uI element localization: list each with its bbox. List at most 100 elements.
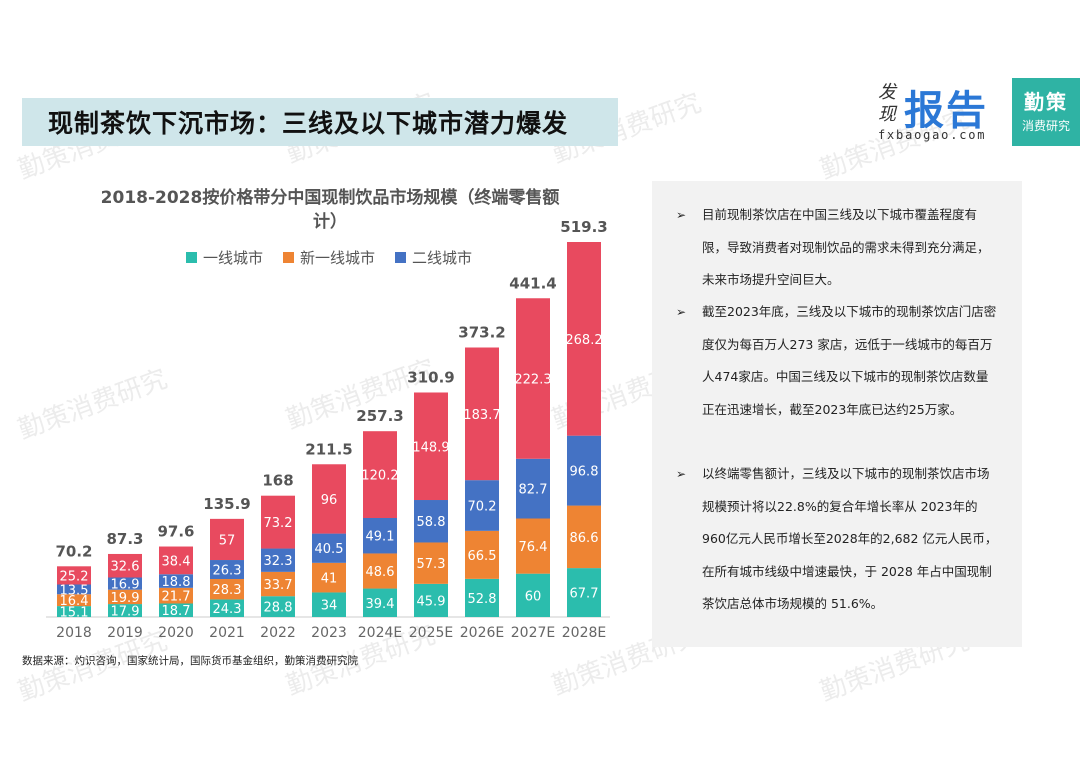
data-source-note: 数据来源：灼识咨询，国家统计局，国际货币基金组织，勤策消费研究院 (22, 655, 358, 667)
qince-logo[interactable]: 勤策 消费研究 (1012, 78, 1080, 146)
bar-total-label: 373.2 (458, 324, 505, 342)
legend-swatch (186, 252, 197, 263)
page-title-bar: 现制茶饮下沉市场：三线及以下城市潜力爆发 (22, 98, 618, 146)
chart-title: 2018-2028按价格带分中国现制饮品市场规模（终端零售额计） (100, 188, 560, 232)
insight-bullet: ➢ 以终端零售额计，三线及以下城市的现制茶饮店市场规模预计将以22.8%的复合年… (676, 458, 998, 621)
bullet-arrow-icon: ➢ (676, 305, 687, 319)
bar-segment (414, 500, 448, 543)
bar-segment (363, 431, 397, 518)
bar-value-label: 76.4 (519, 540, 548, 555)
bullet-text: 以终端零售额计，三线及以下城市的现制茶饮店市场规模预计将以22.8%的复合年增长… (702, 466, 998, 611)
bar-segment (57, 584, 91, 595)
bar-total-label: 211.5 (305, 440, 352, 458)
logo-url: fxbaogao.com (878, 128, 987, 142)
bar-value-label: 82.7 (519, 483, 548, 498)
legend-swatch (395, 252, 407, 263)
bar-segment (516, 458, 550, 519)
bar-total-label: 257.3 (356, 407, 403, 425)
x-tick-label: 2023 (311, 625, 347, 641)
bar-total-label: 519.3 (560, 218, 607, 236)
bar-total-label: 168 (262, 472, 293, 490)
bar-value-label: 57 (219, 533, 236, 548)
bar-value-label: 96 (321, 493, 338, 508)
insight-bullet: ➢ 目前现制茶饮店在中国三线及以下城市覆盖程度有限，导致消费者对现制饮品的需求未… (676, 199, 998, 297)
bar-value-label: 19.9 (111, 591, 140, 606)
bar-value-label: 48.6 (366, 565, 395, 580)
bar-segment (210, 560, 244, 580)
bar-value-label: 40.5 (315, 542, 344, 557)
bar-total-label: 441.4 (509, 274, 556, 292)
x-tick-label: 2026E (460, 625, 504, 641)
bar-segment (261, 548, 295, 572)
logo-big-text: 报告 (904, 88, 988, 134)
bar-segment (57, 606, 91, 617)
x-tick-label: 2022 (260, 625, 296, 641)
bar-value-label: 16.9 (111, 578, 140, 593)
bar-total-label: 310.9 (407, 368, 454, 386)
bar-value-label: 58.8 (417, 515, 446, 530)
legend-item: 新一线城市 (283, 247, 375, 268)
bar-segment (210, 518, 244, 561)
bullet-text: 目前现制茶饮店在中国三线及以下城市覆盖程度有限，导致消费者对现制饮品的需求未得到… (702, 207, 990, 287)
x-tick-label: 2027E (511, 625, 555, 641)
x-tick-label: 2028E (562, 625, 606, 641)
bar-segment (261, 571, 295, 597)
bar-value-label: 32.3 (264, 554, 293, 569)
bar-segment (108, 589, 142, 605)
bar-segment (210, 579, 244, 600)
bar-value-label: 24.3 (213, 602, 242, 617)
qince-logo-line1: 勤策 (1024, 90, 1068, 114)
bar-value-label: 45.9 (417, 594, 446, 609)
bar-value-label: 15.1 (60, 606, 89, 621)
bar-value-label: 66.5 (468, 549, 497, 564)
bullet-arrow-icon: ➢ (676, 467, 687, 481)
bar-segment (261, 596, 295, 617)
bar-value-label: 26.3 (213, 564, 242, 579)
bar-segment (363, 517, 397, 554)
fxbaogao-logo[interactable]: 发现 报告 fxbaogao.com (878, 80, 998, 146)
qince-logo-line2: 消费研究 (1021, 119, 1070, 133)
bar-segment (567, 435, 601, 506)
bar-value-label: 28.3 (213, 583, 242, 598)
bar-value-label: 148.9 (412, 440, 449, 455)
x-tick-label: 2019 (107, 625, 143, 641)
logo-small-text: 发现 (878, 82, 896, 125)
x-tick-label: 2021 (209, 625, 245, 641)
bar-segment (57, 594, 91, 607)
bar-value-label: 18.7 (162, 604, 191, 619)
bar-value-label: 21.7 (162, 590, 191, 605)
bar-value-label: 120.2 (361, 469, 398, 484)
bar-value-label: 67.7 (570, 587, 599, 602)
bar-total-label: 70.2 (55, 542, 92, 560)
bar-segment (210, 599, 244, 617)
bar-segment (414, 392, 448, 501)
bar-segment (465, 530, 499, 579)
insight-panel: ➢ 目前现制茶饮店在中国三线及以下城市覆盖程度有限，导致消费者对现制饮品的需求未… (652, 181, 1022, 647)
bar-segment (108, 577, 142, 590)
bar-value-label: 34 (321, 599, 338, 614)
bar-segment (312, 562, 346, 593)
bar-segment (516, 573, 550, 617)
legend-item: 二线城市 (395, 247, 472, 268)
bar-segment (108, 604, 142, 617)
bar-segment (516, 518, 550, 574)
legend-label: 二线城市 (412, 249, 473, 267)
legend-label: 一线城市 (203, 249, 264, 267)
bar-segment (567, 568, 601, 617)
bar-segment (261, 495, 295, 549)
bar-value-label: 268.2 (565, 333, 602, 348)
bar-value-label: 13.5 (60, 583, 89, 598)
bar-value-label: 32.6 (111, 560, 140, 575)
bullet-text: 截至2023年底，三线及以下城市的现制茶饮店门店密度仅为每百万人273 家店，远… (702, 304, 997, 417)
bar-segment (159, 603, 193, 617)
bar-value-label: 96.8 (570, 465, 599, 480)
bar-total-label: 97.6 (157, 523, 194, 541)
bar-segment (465, 347, 499, 481)
bar-value-label: 60 (525, 589, 542, 604)
bar-value-label: 39.4 (366, 597, 395, 612)
bar-segment (312, 592, 346, 617)
bar-segment (312, 464, 346, 534)
bar-segment (414, 542, 448, 584)
bar-segment (57, 566, 91, 585)
bar-segment (414, 583, 448, 617)
